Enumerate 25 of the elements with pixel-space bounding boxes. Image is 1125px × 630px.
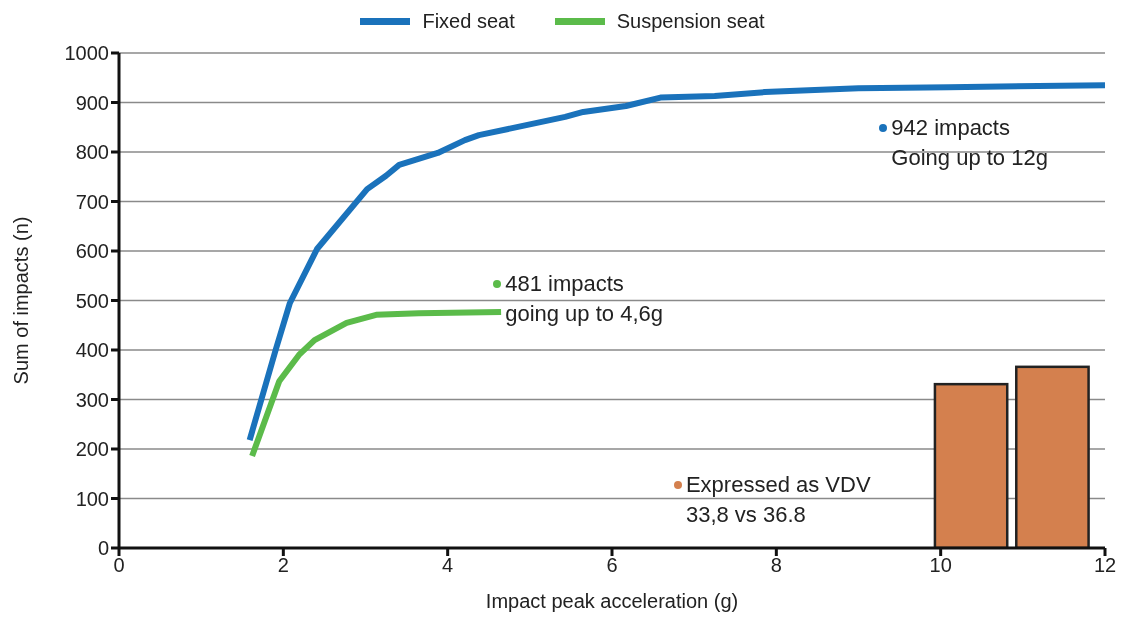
x-axis-title: Impact peak acceleration (g) (485, 590, 739, 612)
legend-label: Suspension seat (616, 10, 765, 33)
y-tick-label: 0 (97, 537, 109, 560)
y-tick-label: 500 (75, 289, 109, 312)
annotation: 942 impacts Going up to 12g (891, 114, 1048, 173)
x-tick-label: 6 (606, 554, 618, 577)
annotation: Expressed as VDV 33,8 vs 36.8 (685, 470, 871, 529)
x-tick-label: 8 (770, 554, 782, 577)
y-tick-label: 200 (75, 438, 109, 461)
y-axis-title: Sum of impacts (n) (10, 216, 33, 385)
y-tick-label: 400 (75, 339, 109, 362)
y-tick-label: 800 (75, 141, 109, 164)
legend-label: Fixed seat (422, 10, 515, 33)
x-tick-label: 12 (1093, 554, 1117, 577)
y-tick-label: 700 (75, 190, 109, 213)
y-tick-label: 900 (75, 91, 109, 114)
y-tick-label: 600 (75, 240, 109, 263)
y-tick-label: 100 (75, 487, 109, 510)
y-tick-label: 1000 (64, 42, 109, 65)
x-tick-label: 2 (277, 554, 289, 577)
x-tick-label: 10 (929, 554, 952, 577)
annotation: 481 impacts going up to 4,6g (505, 270, 663, 329)
x-tick-label: 4 (442, 554, 454, 577)
x-tick-label: 0 (113, 554, 125, 577)
y-tick-label: 300 (75, 388, 109, 411)
